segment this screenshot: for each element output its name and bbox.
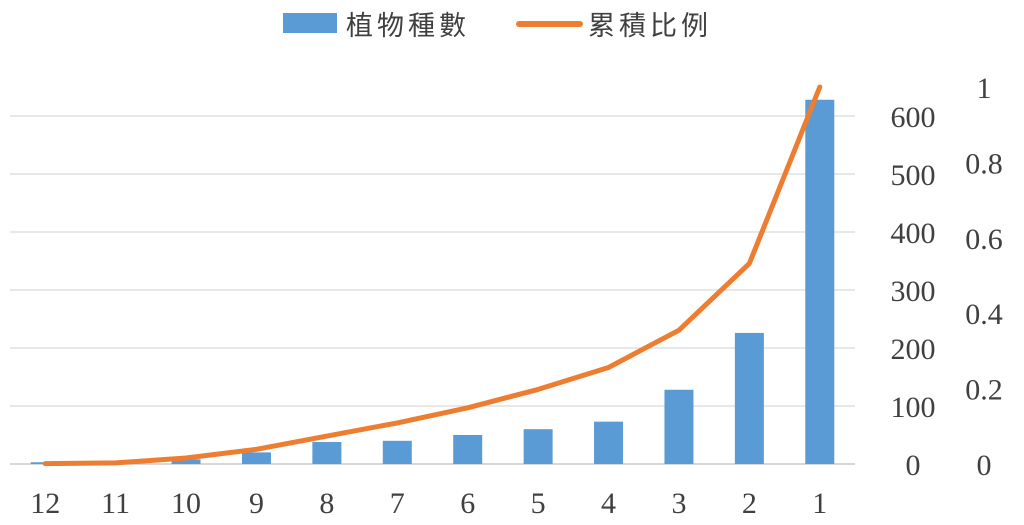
cumulative-line [42,84,823,467]
y-left-tick-label: 500 [891,159,936,192]
bar [734,332,764,464]
bar [241,452,271,464]
y-left-tick-label: 100 [891,391,936,424]
bar [594,421,624,464]
x-tick-label: 2 [742,487,757,520]
y-axis-right-labels: 0 0.2 0.4 0.6 0.8 1 [965,72,1003,482]
bar-series [30,99,835,464]
bar [382,440,412,464]
x-tick-label: 8 [319,487,334,520]
x-axis-labels: 12 11 10 9 8 7 6 5 4 3 2 1 [30,487,827,520]
x-tick-label: 3 [671,487,686,520]
bar [664,389,694,464]
y-left-tick-label: 600 [891,101,936,134]
y-right-tick-label: 0 [977,449,992,482]
line-series [42,84,823,467]
bar [805,99,835,464]
legend-label-line: 累積比例 [588,11,712,42]
y-right-tick-label: 0.8 [965,147,1003,180]
legend-swatch-bars [283,13,337,33]
bar [523,429,553,464]
y-left-tick-label: 0 [906,449,921,482]
x-tick-label: 4 [601,487,616,520]
gridlines [10,115,855,465]
x-tick-label: 7 [390,487,405,520]
x-tick-label: 10 [171,487,201,520]
bar [171,459,201,464]
y-right-tick-label: 0.2 [965,374,1003,407]
legend-item-line: 累積比例 [516,11,712,42]
y-left-tick-label: 300 [891,275,936,308]
y-left-tick-label: 200 [891,333,936,366]
bar [453,435,483,464]
y-left-tick-label: 400 [891,217,936,250]
y-right-tick-label: 1 [977,72,992,105]
x-tick-label: 12 [30,487,60,520]
bar [312,441,342,464]
x-tick-label: 6 [460,487,475,520]
y-right-tick-label: 0.6 [965,223,1003,256]
x-tick-label: 1 [812,487,827,520]
legend-label-bars: 植物種數 [346,11,470,42]
legend-item-bars: 植物種數 [283,11,470,42]
y-right-tick-label: 0.4 [965,298,1003,331]
legend: 植物種數 累積比例 [283,11,712,42]
x-tick-label: 11 [101,487,130,520]
x-tick-label: 5 [531,487,546,520]
x-tick-label: 9 [249,487,264,520]
y-axis-left-labels: 0 100 200 300 400 500 600 [891,101,936,482]
